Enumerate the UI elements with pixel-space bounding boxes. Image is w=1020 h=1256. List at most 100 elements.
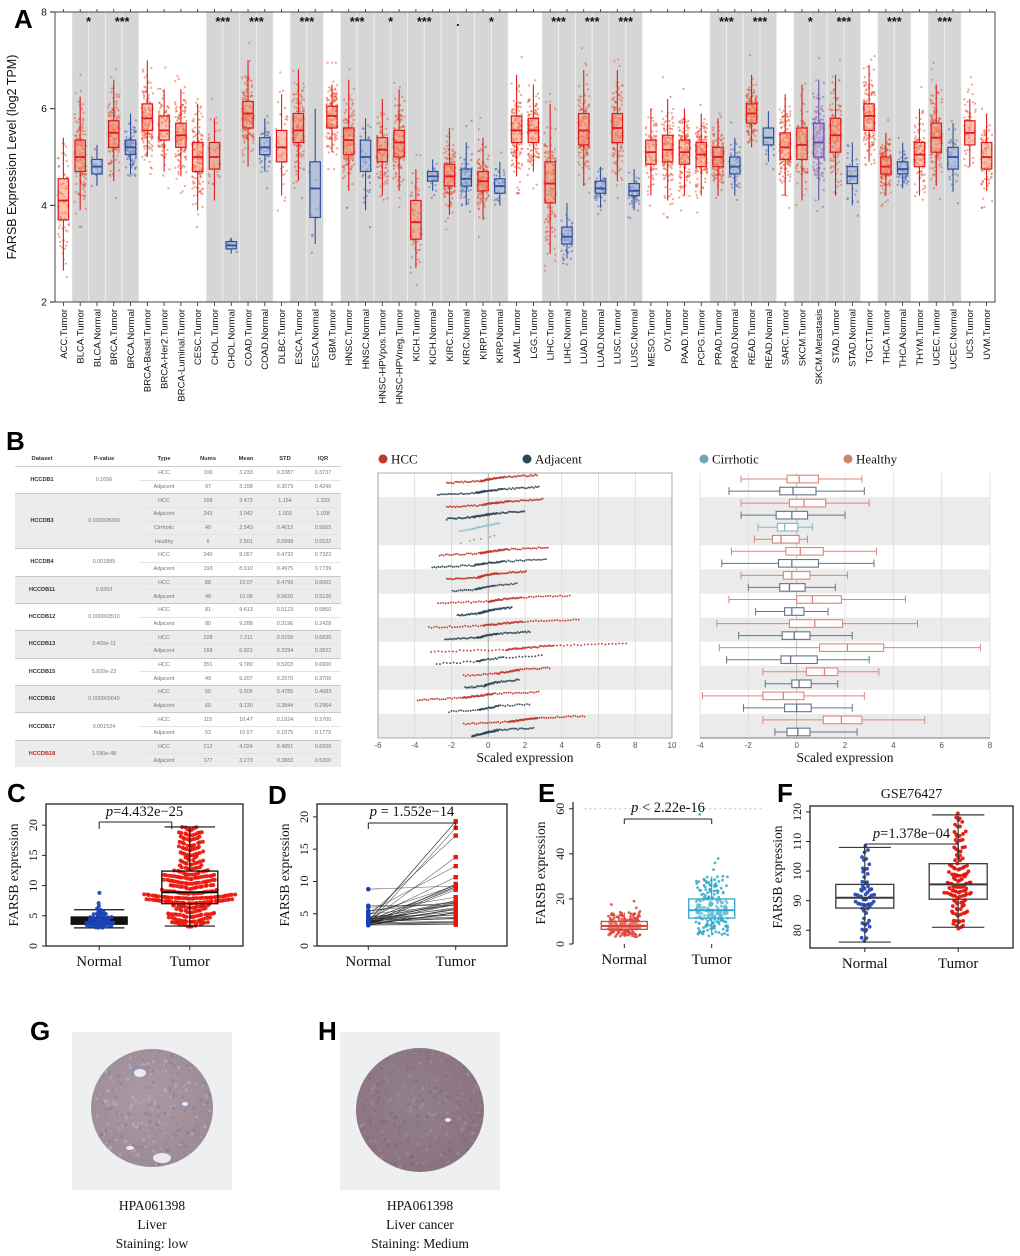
svg-text:HNSC.Normal: HNSC.Normal [361, 309, 372, 369]
svg-text:CHOL.Normal: CHOL.Normal [227, 309, 238, 369]
hccdb-table: Dataset P-value Type Nums Mean STD IQR HCCDB1 0.… [15, 451, 341, 768]
table-cell: 88 [189, 575, 227, 590]
table-cell: 52 [189, 726, 227, 741]
table-cell: 60 [189, 685, 227, 700]
svg-text:CHOL.Tumor: CHOL.Tumor [210, 309, 221, 365]
table-cell: 3.158 [227, 479, 265, 494]
table-cell: Adjacent [139, 726, 189, 741]
svg-text:OV.Tumor: OV.Tumor [663, 309, 674, 352]
svg-text:KIRP.Normal: KIRP.Normal [495, 309, 506, 363]
table-cell: 228 [189, 630, 227, 645]
svg-text:PCPG.Tumor: PCPG.Tumor [697, 309, 708, 366]
table-header: Type [139, 451, 189, 467]
svg-text:CESC.Tumor: CESC.Tumor [193, 309, 204, 365]
table-cell: 0.2428 [305, 616, 341, 631]
svg-text:HNSC-HPVpos.Tumor: HNSC-HPVpos.Tumor [378, 309, 389, 404]
staining-level: Staining: Medium [371, 1236, 469, 1251]
p-value: 1.090e-48 [69, 739, 139, 768]
table-cell: HCC [139, 685, 189, 700]
svg-text:BRCA-Basal.Tumor: BRCA-Basal.Tumor [143, 309, 154, 392]
antibody-id: HPA061398 [118, 1198, 186, 1213]
svg-text:LUSC.Tumor: LUSC.Tumor [613, 309, 624, 364]
svg-text:FARSB Expression Level (log2 T: FARSB Expression Level (log2 TPM) [5, 55, 19, 260]
table-cell: 240 [189, 548, 227, 563]
table-cell: 351 [189, 657, 227, 672]
table-cell: 0.4240 [305, 479, 341, 494]
svg-text:KICH.Tumor: KICH.Tumor [411, 309, 422, 361]
table-cell: 3.042 [227, 507, 265, 522]
table-cell: 49 [189, 671, 227, 686]
table-cell: 0.3844 [265, 698, 305, 713]
table-row: HCCDB18 1.090e-48 HCC 212 4.024 0.4851 0.6500 [15, 739, 341, 768]
svg-text:COAD.Normal: COAD.Normal [260, 309, 271, 370]
svg-text:DLBC.Tumor: DLBC.Tumor [277, 309, 288, 364]
table-cell: 2.543 [227, 520, 265, 535]
tissue-type: Liver cancer [386, 1217, 454, 1232]
p-value: 0.000000640 [69, 684, 139, 713]
table-cell: 0.6900 [305, 657, 341, 672]
svg-text:8: 8 [41, 7, 47, 19]
table-row: HCCDB4 0.001885 HCC 240 9.057 0.4732 0.7322 [15, 548, 341, 576]
ihc-image-liver-cancer [340, 1032, 500, 1190]
p-value: 0.001524 [69, 712, 139, 741]
table-cell: 2.501 [227, 534, 265, 549]
panel-g-label: G [30, 1016, 51, 1046]
table-row: HCCDB11 0.9353 HCC 88 10.07 0.4799 0.6002 [15, 575, 341, 604]
table-cell: 0.7322 [305, 548, 341, 563]
table-cell: 48 [189, 589, 227, 604]
table-cell: 60 [189, 698, 227, 713]
table-row: HCCDB13 3.400e-11 HCC 228 7.211 0.5159 0.6830 [15, 630, 341, 659]
table-cell: 10.07 [227, 575, 265, 590]
dataset-name: HCCDB3 [15, 493, 69, 549]
p-value: 5.820e-23 [69, 657, 139, 686]
table-cell: 1.003 [265, 507, 305, 522]
dataset-name: HCCDB1 [15, 465, 69, 494]
table-cell: 0.1775 [305, 726, 341, 741]
p-value: 0.000003510 [69, 602, 139, 631]
table-cell: 40 [189, 520, 227, 535]
svg-text:BLCA.Normal: BLCA.Normal [92, 309, 103, 367]
svg-text:LUSC.Normal: LUSC.Normal [630, 309, 641, 368]
svg-text:BRCA-Her2.Tumor: BRCA-Her2.Tumor [160, 309, 171, 389]
table-cell: 0.4799 [265, 575, 305, 590]
table-cell: 0.4851 [265, 739, 305, 754]
svg-text:ESCA.Tumor: ESCA.Tumor [294, 309, 305, 365]
svg-text:HNSC-HPVneg.Tumor: HNSC-HPVneg.Tumor [395, 309, 406, 404]
svg-text:MESO.Tumor: MESO.Tumor [646, 309, 657, 367]
table-cell: 9.130 [227, 698, 265, 713]
table-cell: 9.613 [227, 602, 265, 618]
table-cell: 9.207 [227, 671, 265, 686]
table-cell: HCC [139, 602, 189, 618]
ihc-image-liver [72, 1032, 232, 1190]
table-cell: 0.5123 [265, 602, 305, 618]
svg-text:LUAD.Tumor: LUAD.Tumor [579, 309, 590, 364]
table-cell: 0.4612 [265, 520, 305, 535]
table-cell: 268 [189, 493, 227, 508]
panel-d-label: D [268, 780, 287, 810]
table-cell: 0.2964 [305, 698, 341, 713]
svg-text:ESCA.Normal: ESCA.Normal [311, 309, 322, 368]
table-cell: 4.024 [227, 739, 265, 754]
table-header: IQR [305, 451, 341, 467]
table-cell: 0.6830 [305, 630, 341, 645]
svg-text:HNSC.Tumor: HNSC.Tumor [344, 309, 355, 366]
table-header: P-value [69, 451, 139, 467]
table-row: Cirrhotic 40 2.543 0.4612 0.5605 [15, 520, 341, 535]
svg-text:GBM.Tumor: GBM.Tumor [327, 309, 338, 360]
table-cell: HCC [139, 739, 189, 754]
svg-text:BRCA-Luminal.Tumor: BRCA-Luminal.Tumor [176, 309, 187, 402]
p-value: 0.000008300 [69, 493, 139, 549]
table-cell: 115 [189, 712, 227, 727]
table-cell: HCC [139, 493, 189, 508]
table-cell: 0.5605 [305, 520, 341, 535]
svg-text:LIHC.Normal: LIHC.Normal [562, 309, 573, 364]
svg-text:KIRC.Tumor: KIRC.Tumor [445, 309, 456, 361]
table-cell: 0.4975 [265, 561, 305, 576]
panel-b-label: B [6, 426, 25, 456]
table-cell: HCC [139, 657, 189, 672]
table-cell: 3.472 [227, 493, 265, 508]
p-value: 3.400e-11 [69, 630, 139, 659]
panel-c-label: C [7, 778, 26, 808]
svg-text:KIRC.Normal: KIRC.Normal [462, 309, 473, 365]
